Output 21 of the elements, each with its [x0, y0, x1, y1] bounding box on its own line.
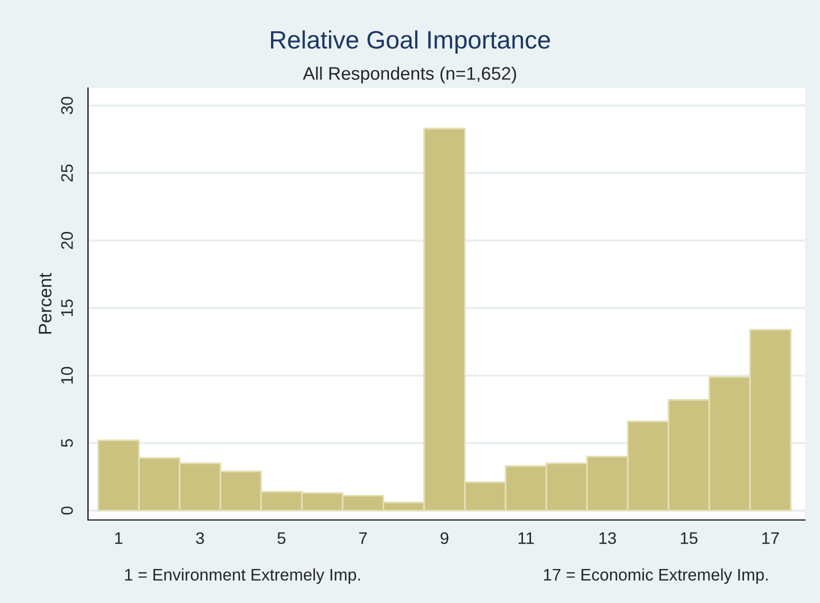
- chart-title: Relative Goal Importance: [271, 30, 550, 54]
- x-tick-label: 17: [762, 532, 779, 544]
- x-tick-label: 3: [196, 532, 204, 544]
- chart-subtitle: All Respondents (n=1,652): [302, 66, 516, 84]
- text: 17 = Economic Extremely Imp.: [544, 568, 768, 584]
- text: 1 = Environment Extremely Imp.: [125, 568, 360, 584]
- x-tick-label: 13: [599, 532, 616, 544]
- y-tick-label: 0: [61, 506, 73, 515]
- y-axis-title: Percent: [38, 273, 52, 334]
- y-tick-label: 10: [61, 366, 73, 384]
- x-tick-label: 11: [518, 532, 534, 544]
- x-tick-label: 1: [115, 532, 122, 544]
- y-tick-label: 15: [61, 299, 73, 316]
- y-tick-label: 5: [61, 439, 73, 448]
- x-tick-label: 9: [440, 532, 448, 544]
- x-tick-label: 15: [680, 532, 698, 544]
- y-tick-label: 20: [61, 232, 73, 249]
- y-tick-label: 25: [61, 164, 73, 182]
- x-tick-label: 7: [359, 532, 367, 544]
- y-tick-label: 30: [61, 96, 73, 114]
- x-tick-label: 5: [278, 532, 286, 544]
